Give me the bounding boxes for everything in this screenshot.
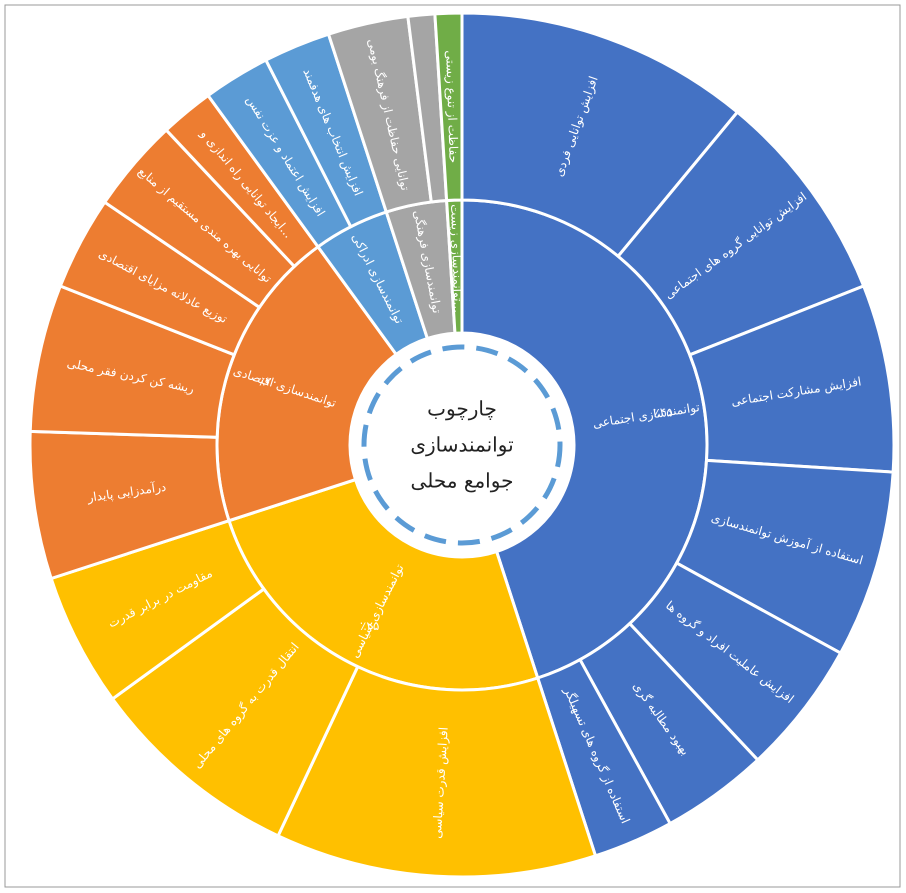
chart: چارچوب توانمندسازی جوامع محلی توانمندساز…: [0, 0, 906, 893]
value-label: ٪۲۰: [259, 375, 278, 389]
center-label: جوامع محلی: [411, 469, 514, 493]
center-label: چارچوب: [427, 397, 497, 421]
value-label: ٪۲۵: [360, 619, 379, 633]
value-label: ٪۴۵: [653, 406, 672, 420]
center-label: توانمندسازی: [410, 433, 513, 457]
